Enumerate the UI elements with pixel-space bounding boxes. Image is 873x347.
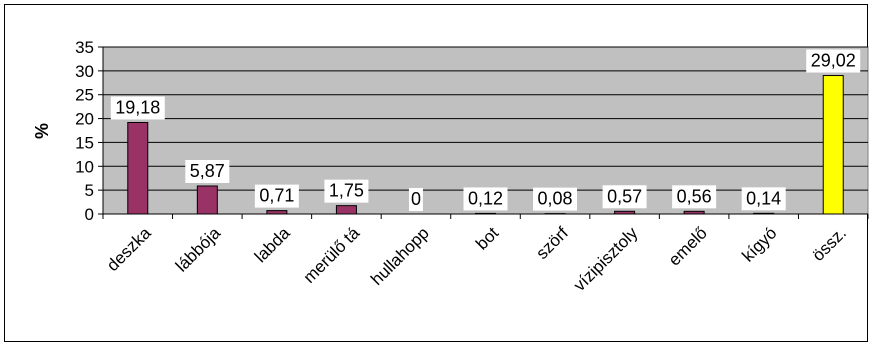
category-label: lábbója [172, 223, 225, 276]
category-label: vízipisztoly [570, 223, 642, 295]
data-label-box [602, 185, 647, 209]
data-label: 0,57 [607, 186, 642, 206]
y-tick-label: 10 [75, 157, 94, 176]
y-tick-label: 20 [75, 110, 94, 129]
data-label: 1,75 [329, 181, 364, 201]
bar-6 [475, 212, 496, 215]
category-label: deszka [103, 223, 155, 275]
data-label-box [741, 187, 786, 211]
bar-10 [753, 212, 775, 215]
bar-3 [266, 210, 288, 215]
category-label: emelő [665, 223, 711, 269]
data-label: 0,71 [259, 186, 294, 206]
data-label-box [254, 184, 299, 208]
data-label-box [533, 187, 578, 211]
bar-1 [127, 121, 149, 215]
data-label: 0,08 [538, 189, 573, 209]
bar-9 [683, 210, 705, 215]
data-label-box [806, 49, 861, 73]
y-axis-title: % [32, 123, 52, 139]
bar-8 [614, 210, 636, 215]
data-label-box [185, 159, 230, 183]
data-label: 29,02 [811, 51, 856, 71]
category-label: hullahopp [367, 223, 433, 289]
data-label: 0,56 [677, 186, 712, 206]
y-tick-label: 30 [75, 62, 94, 81]
data-label: 0,14 [746, 188, 781, 208]
category-label: össz. [809, 223, 850, 264]
category-label: kígyó [738, 223, 780, 265]
data-label: 19,18 [115, 97, 160, 117]
data-label: 0 [411, 189, 421, 209]
data-label-box [672, 185, 717, 209]
y-tick-label: 15 [75, 133, 94, 152]
category-label: merülő tá [300, 223, 364, 287]
data-label-box [408, 188, 423, 211]
data-label: 0,12 [468, 188, 503, 208]
data-label-box [463, 187, 508, 211]
category-label: labda [251, 223, 294, 266]
y-tick-label: 25 [75, 86, 94, 105]
data-label-box [110, 96, 165, 120]
category-label: szörf [532, 223, 572, 263]
category-label: bot [472, 223, 502, 253]
y-tick-label: 35 [75, 38, 94, 57]
bar-2 [196, 185, 218, 215]
bar-11 [822, 75, 844, 215]
data-label: 5,87 [190, 161, 225, 181]
data-label-box [324, 179, 369, 203]
plot-area [102, 46, 869, 215]
y-tick-label: 5 [85, 181, 94, 200]
y-tick-label: 0 [85, 205, 94, 224]
bar-4 [335, 205, 357, 215]
